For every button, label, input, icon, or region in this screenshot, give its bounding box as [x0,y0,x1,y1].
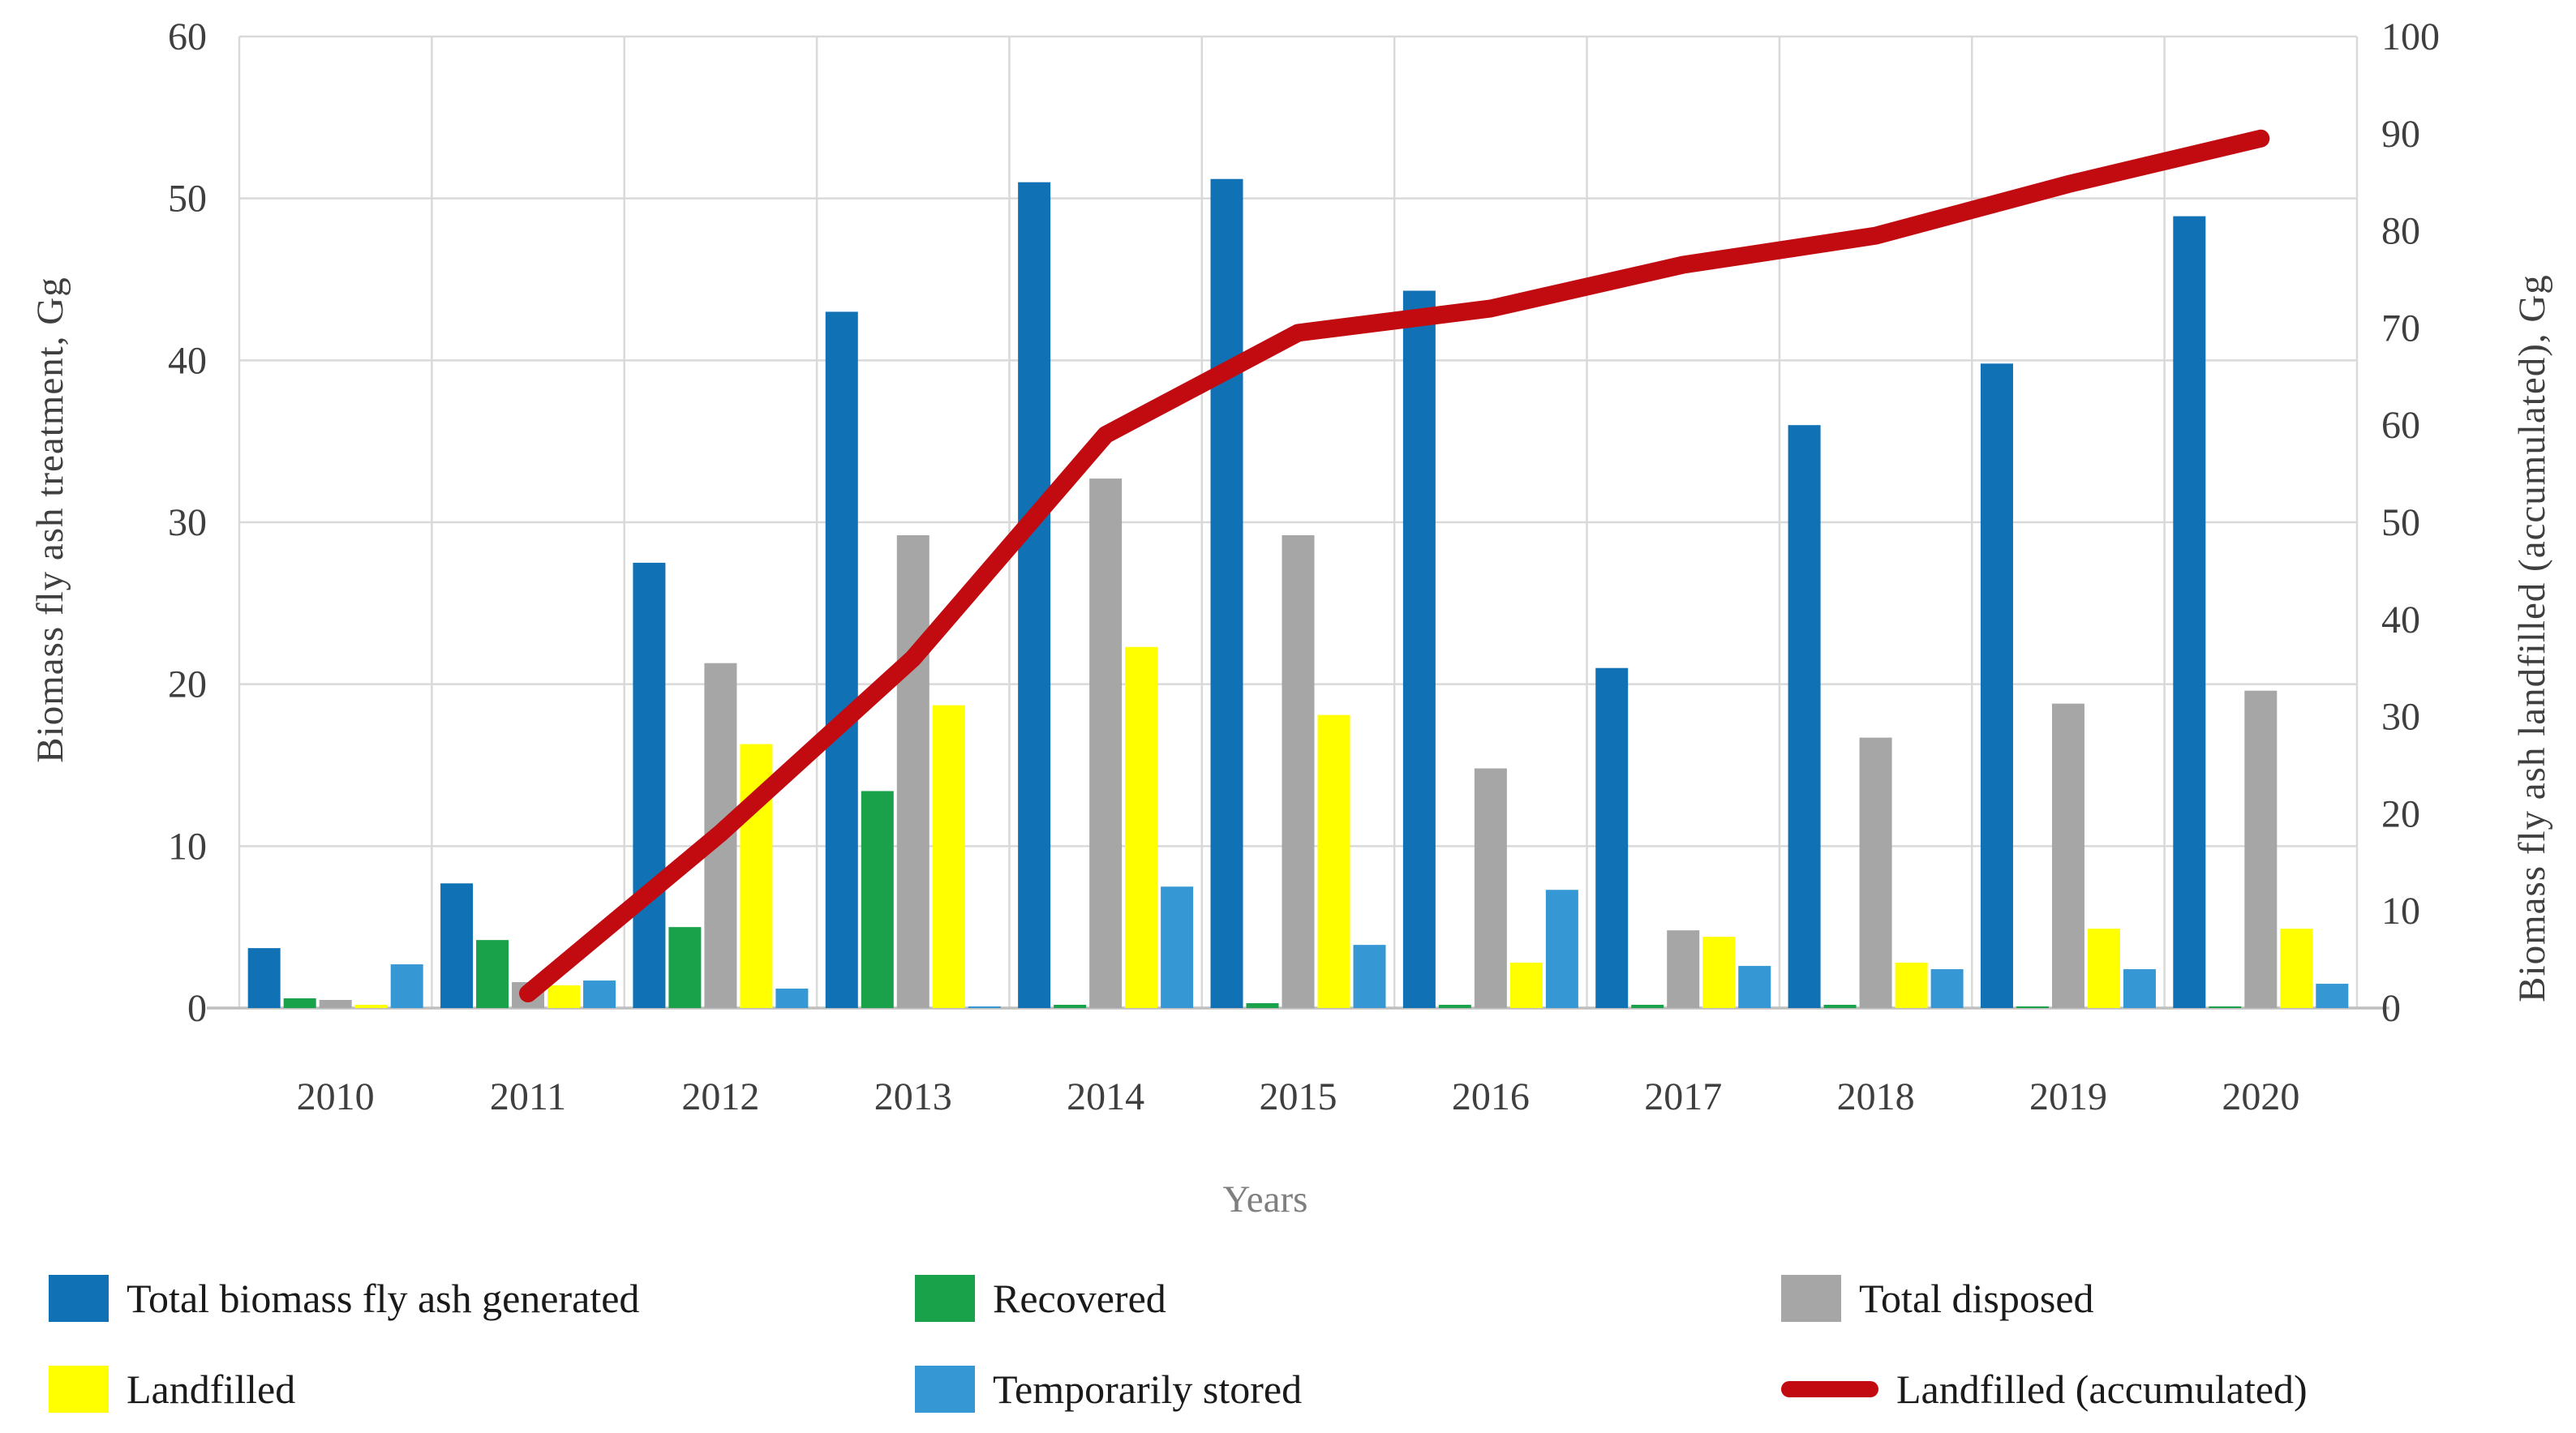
x-tick-label: 2013 [874,1075,952,1118]
bar-total-disposed [1859,737,1892,1008]
bar-landfilled [547,985,581,1008]
bar-recovered [2209,1006,2242,1008]
bar-recovered [861,791,894,1008]
bar-landfilled [354,1005,388,1008]
bar-recovered [1054,1005,1087,1008]
left-axis-tick-label: 50 [168,178,207,221]
bar-total-disposed [1474,768,1507,1008]
bar-total-biomass-fly-ash-generated [1980,363,2013,1008]
bar-total-disposed [2244,690,2278,1008]
bar-recovered [283,998,316,1008]
bar-total-biomass-fly-ash-generated [440,883,474,1008]
x-tick-label: 2011 [490,1075,566,1118]
bar-total-disposed [1089,478,1123,1008]
bar-total-biomass-fly-ash-generated [1402,290,1436,1008]
bar-total-disposed [2051,703,2084,1008]
bar-landfilled [1702,937,1736,1008]
x-axis-title: Years [1222,1178,1308,1221]
x-tick-label: 2019 [2029,1075,2107,1118]
left-axis-tick-label: 40 [168,339,207,382]
bar-total-biomass-fly-ash-generated [633,562,666,1008]
bar-landfilled [2087,929,2120,1008]
bar-temporarily-stored [583,980,616,1008]
bar-temporarily-stored [1161,886,1194,1008]
bar-total-biomass-fly-ash-generated [1788,425,1821,1008]
right-axis-tick-label: 30 [2381,696,2420,739]
bar-landfilled [1317,714,1350,1008]
left-axis-title: Biomass fly ash treatment, Gg [29,277,71,763]
line-landfilled-accumulated- [519,129,2270,1003]
bar-total-disposed [319,1000,352,1008]
left-axis-tick-label: 20 [168,663,207,706]
bar-temporarily-stored [775,989,809,1008]
x-tick-label: 2018 [1837,1075,1915,1118]
bar-landfilled [1509,963,1543,1008]
bar-recovered [1631,1005,1664,1008]
bar-landfilled [932,705,965,1008]
bar-total-biomass-fly-ash-generated [2173,216,2206,1008]
bar-temporarily-stored [2316,984,2349,1008]
bar-temporarily-stored [1353,945,1386,1008]
bar-temporarily-stored [390,964,423,1008]
bar-temporarily-stored [1930,969,1964,1008]
bar-landfilled [1895,963,1928,1008]
bar-total-biomass-fly-ash-generated [1018,182,1051,1008]
x-tick-label: 2012 [681,1075,759,1118]
bar-temporarily-stored [2123,969,2156,1008]
right-axis-tick-label: 100 [2381,15,2440,58]
bar-temporarily-stored [1738,966,1771,1008]
bar-total-biomass-fly-ash-generated [1210,178,1243,1008]
bar-recovered [1823,1005,1857,1008]
bar-recovered [668,927,702,1008]
right-axis-tick-label: 60 [2381,404,2420,447]
right-axis-tick-label: 40 [2381,599,2420,641]
left-axis-tick-label: 60 [168,15,207,58]
bar-temporarily-stored [1545,890,1578,1008]
right-axis-tick-label: 20 [2381,792,2420,835]
bar-total-biomass-fly-ash-generated [825,311,858,1008]
x-tick-label: 2010 [297,1075,375,1118]
right-axis-tick-label: 80 [2381,210,2420,253]
bar-recovered [2016,1006,2049,1008]
bar-total-biomass-fly-ash-generated [1595,667,1629,1008]
left-axis-tick-label: 0 [187,987,207,1030]
right-axis-tick-label: 10 [2381,890,2420,933]
bar-total-biomass-fly-ash-generated [247,948,281,1008]
right-axis-tick-label: 0 [2381,987,2401,1030]
x-tick-label: 2016 [1452,1075,1530,1118]
left-axis-tick-label: 30 [168,501,207,544]
bar-recovered [1246,1003,1279,1008]
x-tick-label: 2020 [2222,1075,2299,1118]
bar-landfilled [1125,646,1158,1008]
bar-recovered [476,940,509,1008]
right-axis-tick-label: 90 [2381,113,2420,156]
bar-total-disposed [1667,930,1700,1008]
right-axis-title: Biomass fly ash landfilled (accumulated)… [2511,274,2553,1002]
bar-total-disposed [1282,534,1315,1008]
bar-total-disposed [896,534,930,1008]
bar-landfilled [2280,929,2313,1008]
left-axis-tick-label: 10 [168,825,207,868]
x-tick-label: 2014 [1067,1075,1144,1118]
right-axis-tick-label: 70 [2381,307,2420,350]
bar-recovered [1438,1005,1471,1008]
right-axis-tick-label: 50 [2381,501,2420,544]
x-tick-label: 2017 [1644,1075,1722,1118]
bar-temporarily-stored [968,1006,1001,1008]
x-tick-label: 2015 [1260,1075,1337,1118]
